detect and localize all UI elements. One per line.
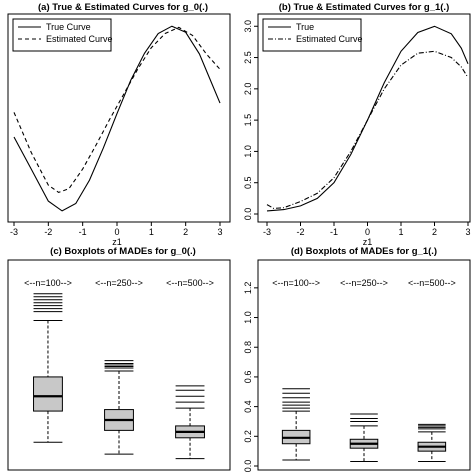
x-tick-label: 1 [398,227,403,237]
y-tick-label: 1.0 [243,311,253,324]
legend-box [262,18,362,52]
y-tick-label: 0.5 [243,176,253,189]
series-line-true [266,25,469,212]
chart-title: (a) True & Estimated Curves for g_0(.) [38,2,208,13]
chart-title: (d) Boxplots of MADEs for g_1(.) [291,246,437,257]
legend-label: Estimated Curve [46,34,113,44]
panel-a: (a) True & Estimated Curves for g_0(.) -3… [7,2,231,247]
group-annotation: <--n=500--> [166,278,214,288]
legend-label: True [296,22,314,32]
boxplot-n-100 [281,388,311,461]
x-tick-label: -1 [79,227,87,237]
panel-d: (d) Boxplots of MADEs for g_1(.) 0.0 0.2 0.… [243,246,471,473]
y-tick-label: 0.8 [243,341,253,354]
legend-label: Estimated Curve [296,34,363,44]
x-tick-label: 0 [365,227,370,237]
iqr-box [33,376,63,412]
x-tick-label: 3 [217,227,222,237]
boxplot-n-100 [33,293,63,443]
x-tick-label: 3 [465,227,470,237]
group-annotation: <--n=250--> [340,278,388,288]
y-tick-label: 0.6 [243,371,253,384]
panel-c: (c) Boxplots of MADEs for g_0(.) <--n=100… [7,246,231,471]
x-tick-label: 1 [149,227,154,237]
series-line-true-curve [13,25,221,212]
plot-frame [257,259,471,471]
y-tick-label: 0.4 [243,400,253,413]
x-tick-label: -1 [330,227,338,237]
legend-label: True Curve [46,22,91,32]
boxplot-n-250 [104,360,134,455]
x-tick-label: -3 [10,227,18,237]
x-tick-label: 0 [114,227,119,237]
panel-b: (b) True & Estimated Curves for g_1(.) -3… [243,2,471,247]
y-tick-label: 0.0 [243,208,253,221]
x-tick-label: -2 [296,227,304,237]
series-line-estimated-curve [13,26,221,194]
plot-frame [7,13,231,223]
y-tick-label: 1.2 [243,282,253,295]
boxplot-n-250 [349,413,379,463]
group-annotation: <--n=250--> [95,278,143,288]
chart-title: (b) True & Estimated Curves for g_1(.) [279,2,450,13]
x-tick-label: 2 [432,227,437,237]
y-tick-label: 3.0 [243,20,253,33]
boxplot-n-500 [175,385,205,460]
y-tick-label: 1.0 [243,145,253,158]
group-annotation: <--n=100--> [24,278,72,288]
y-tick-label: 0.2 [243,430,253,443]
y-tick-label: 2.5 [243,51,253,64]
x-tick-label: -2 [44,227,52,237]
y-tick-label: 0.0 [243,460,253,473]
chart-title: (c) Boxplots of MADEs for g_0(.) [50,246,196,257]
boxplot-n-500 [417,423,447,463]
y-tick-label: 2.0 [243,83,253,96]
x-axis-label: z1 [363,237,373,247]
group-annotation: <--n=100--> [272,278,320,288]
x-axis-label: z1 [112,237,122,247]
plot-frame [7,259,231,471]
x-tick-label: 2 [183,227,188,237]
y-tick-label: 1.5 [243,114,253,127]
legend-box [12,18,112,52]
group-annotation: <--n=500--> [408,278,456,288]
x-tick-label: -3 [263,227,271,237]
series-line-estimated-curve [266,50,469,209]
plot-frame [257,13,471,223]
